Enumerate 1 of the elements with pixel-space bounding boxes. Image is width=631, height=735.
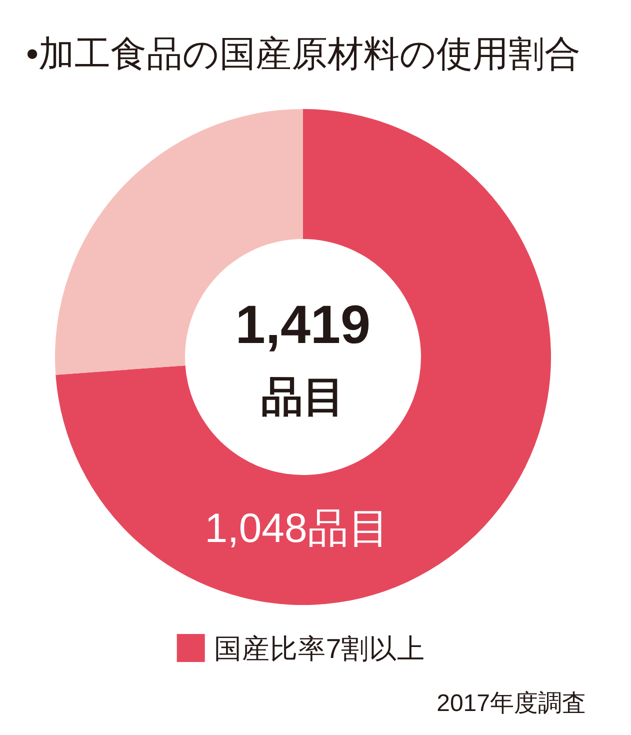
title: •加工食品の国産原材料の使用割合 [26, 33, 581, 74]
